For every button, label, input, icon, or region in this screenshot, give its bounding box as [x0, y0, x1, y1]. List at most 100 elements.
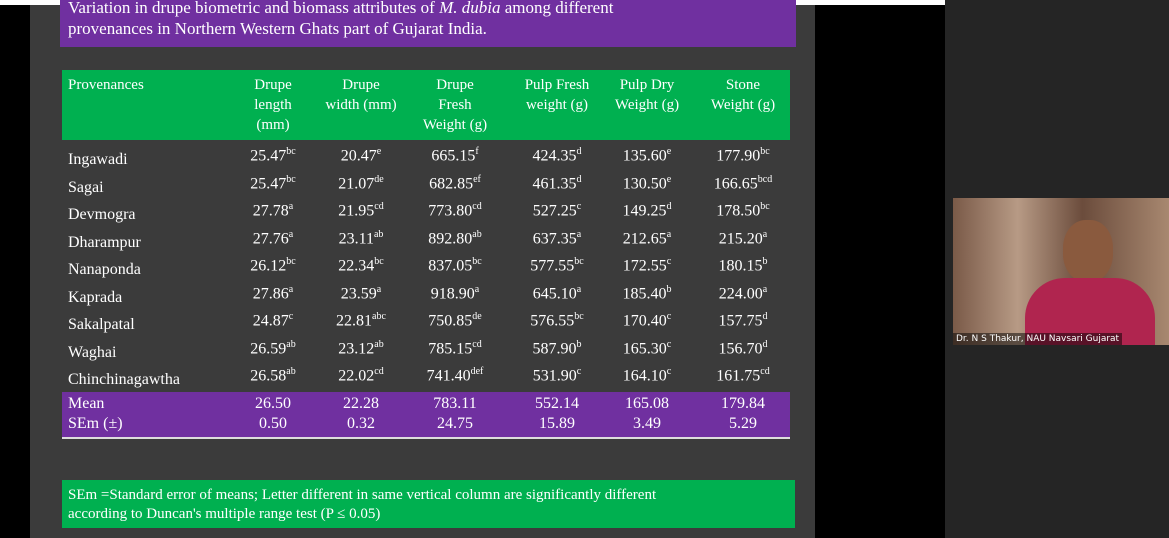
data-cell: 785.15cd — [400, 339, 510, 358]
header-cell: Pulp Fresh weight (g) — [502, 75, 612, 115]
cell-value: 21.95 — [338, 202, 375, 220]
summary-value: 0.32 — [347, 415, 375, 432]
data-cell: 25.47bc — [218, 146, 328, 165]
header-line: Weight (g) — [710, 97, 776, 113]
video-tile[interactable]: Dr. N S Thakur, NAU Navsari Gujarat — [953, 198, 1169, 345]
row-label: Kaprada — [68, 288, 123, 306]
data-cell: 149.25d — [592, 201, 702, 220]
data-cell: 645.10a — [502, 284, 612, 303]
data-cell: 215.20a — [688, 229, 798, 248]
data-cell: 892.80ab — [400, 229, 510, 248]
cell-letters: cd — [374, 366, 384, 377]
data-cell: 26.12bc — [218, 256, 328, 275]
cell-letters: ef — [473, 173, 481, 185]
header-cell: Provenances — [68, 75, 144, 95]
footnote-text: SEm =Standard error of means; Letter dif… — [68, 487, 657, 503]
cell-value: 26.59 — [250, 339, 287, 357]
cell-letters: c — [576, 201, 582, 212]
cell-letters: cd — [472, 201, 482, 212]
cell-value: 577.55 — [530, 257, 575, 275]
cell-value: 27.86 — [252, 284, 289, 302]
summary-value: 0.50 — [259, 415, 287, 432]
header-line: Drupe — [254, 77, 292, 93]
header-line: Pulp Dry — [619, 77, 675, 93]
data-cell: 665.15f — [400, 146, 510, 165]
data-cell: 26.59ab — [218, 339, 328, 358]
cell-letters: c — [666, 338, 672, 350]
summary-value: 3.49 — [633, 415, 661, 432]
cell-value: 26.12 — [250, 257, 287, 275]
cell-value: 130.50 — [622, 174, 667, 192]
cell-value: 27.78 — [252, 202, 289, 220]
cell-letters: ab — [286, 366, 296, 377]
header-cell: Drupe length (mm) — [218, 75, 328, 135]
title-text: Variation in drupe biometric and biomass… — [68, 0, 440, 17]
cell-value: 180.15 — [718, 257, 763, 275]
row-label: Dharampur — [68, 233, 141, 251]
title-text: provenances in Northern Western Ghats pa… — [68, 19, 487, 38]
participant-name: Dr. N S Thakur, NAU Navsari Gujarat — [953, 333, 1123, 345]
cell-value: 164.10 — [622, 367, 667, 385]
cell-letters: def — [470, 366, 484, 377]
data-cell: 750.85de — [400, 311, 510, 330]
cell-letters: cd — [472, 338, 482, 350]
summary-value: 179.84 — [721, 395, 765, 412]
cell-value: 22.34 — [338, 257, 375, 275]
cell-letters: a — [288, 201, 294, 212]
data-cell: 918.90a — [400, 284, 510, 303]
cell-value: 26.58 — [250, 367, 287, 385]
data-cell: 27.76a — [218, 229, 328, 248]
cell-value: 750.85 — [428, 312, 473, 330]
summary-label: Mean — [68, 395, 105, 412]
cell-value: 22.02 — [338, 367, 375, 385]
data-cell: 178.50bc — [688, 201, 798, 220]
cell-value: 165.30 — [622, 339, 667, 357]
title-text: among different — [500, 0, 614, 17]
header-line: width (mm) — [325, 97, 397, 113]
data-cell: 424.35d — [502, 146, 612, 165]
summary-value: 24.75 — [437, 415, 473, 432]
cell-letters: a — [474, 283, 480, 295]
cell-letters: d — [576, 173, 582, 185]
cell-letters: a — [666, 228, 672, 240]
data-cell: 170.40c — [592, 311, 702, 330]
cell-value: 177.90 — [716, 147, 761, 165]
data-cell: 773.80cd — [400, 201, 510, 220]
cell-letters: de — [472, 311, 482, 322]
cell-letters: b — [666, 283, 672, 295]
cell-letters: a — [376, 283, 382, 295]
cell-letters: c — [288, 311, 294, 322]
cell-value: 212.65 — [622, 229, 667, 247]
data-cell: 165.30c — [592, 339, 702, 358]
summary-band — [62, 392, 790, 439]
data-cell: 212.65a — [592, 229, 702, 248]
header-line: Weight (g) — [422, 117, 488, 133]
row-label: Sakalpatal — [68, 316, 135, 333]
cell-value: 21.07 — [338, 174, 375, 192]
cell-letters: b — [762, 256, 768, 267]
cell-letters: bc — [472, 256, 482, 267]
cell-letters: ab — [373, 228, 384, 240]
cell-value: 424.35 — [532, 147, 577, 165]
row-label: Sagai — [68, 178, 104, 196]
header-cell: Drupe Fresh Weight (g) — [400, 75, 510, 135]
cell-value: 637.35 — [532, 229, 577, 247]
cell-value: 527.25 — [532, 202, 577, 220]
cell-value: 149.25 — [622, 202, 667, 220]
header-cell: Pulp Dry Weight (g) — [592, 75, 702, 115]
slide: Variation in drupe biometric and biomass… — [30, 0, 815, 538]
header-line: Stone — [725, 77, 761, 93]
footnote: SEm =Standard error of means; Letter dif… — [62, 480, 795, 528]
data-cell: 21.07de — [306, 174, 416, 193]
cell-letters: cd — [374, 201, 384, 212]
cell-value: 576.55 — [530, 312, 575, 330]
cell-letters: a — [288, 228, 294, 240]
data-cell: 26.58ab — [218, 366, 328, 385]
data-cell: 166.65bcd — [688, 174, 798, 193]
cell-value: 918.90 — [430, 284, 475, 302]
cell-value: 785.15 — [428, 339, 473, 357]
face — [1063, 220, 1113, 282]
data-cell: 527.25c — [502, 201, 612, 220]
cell-value: 215.20 — [718, 229, 763, 247]
cell-value: 156.70 — [718, 339, 763, 357]
